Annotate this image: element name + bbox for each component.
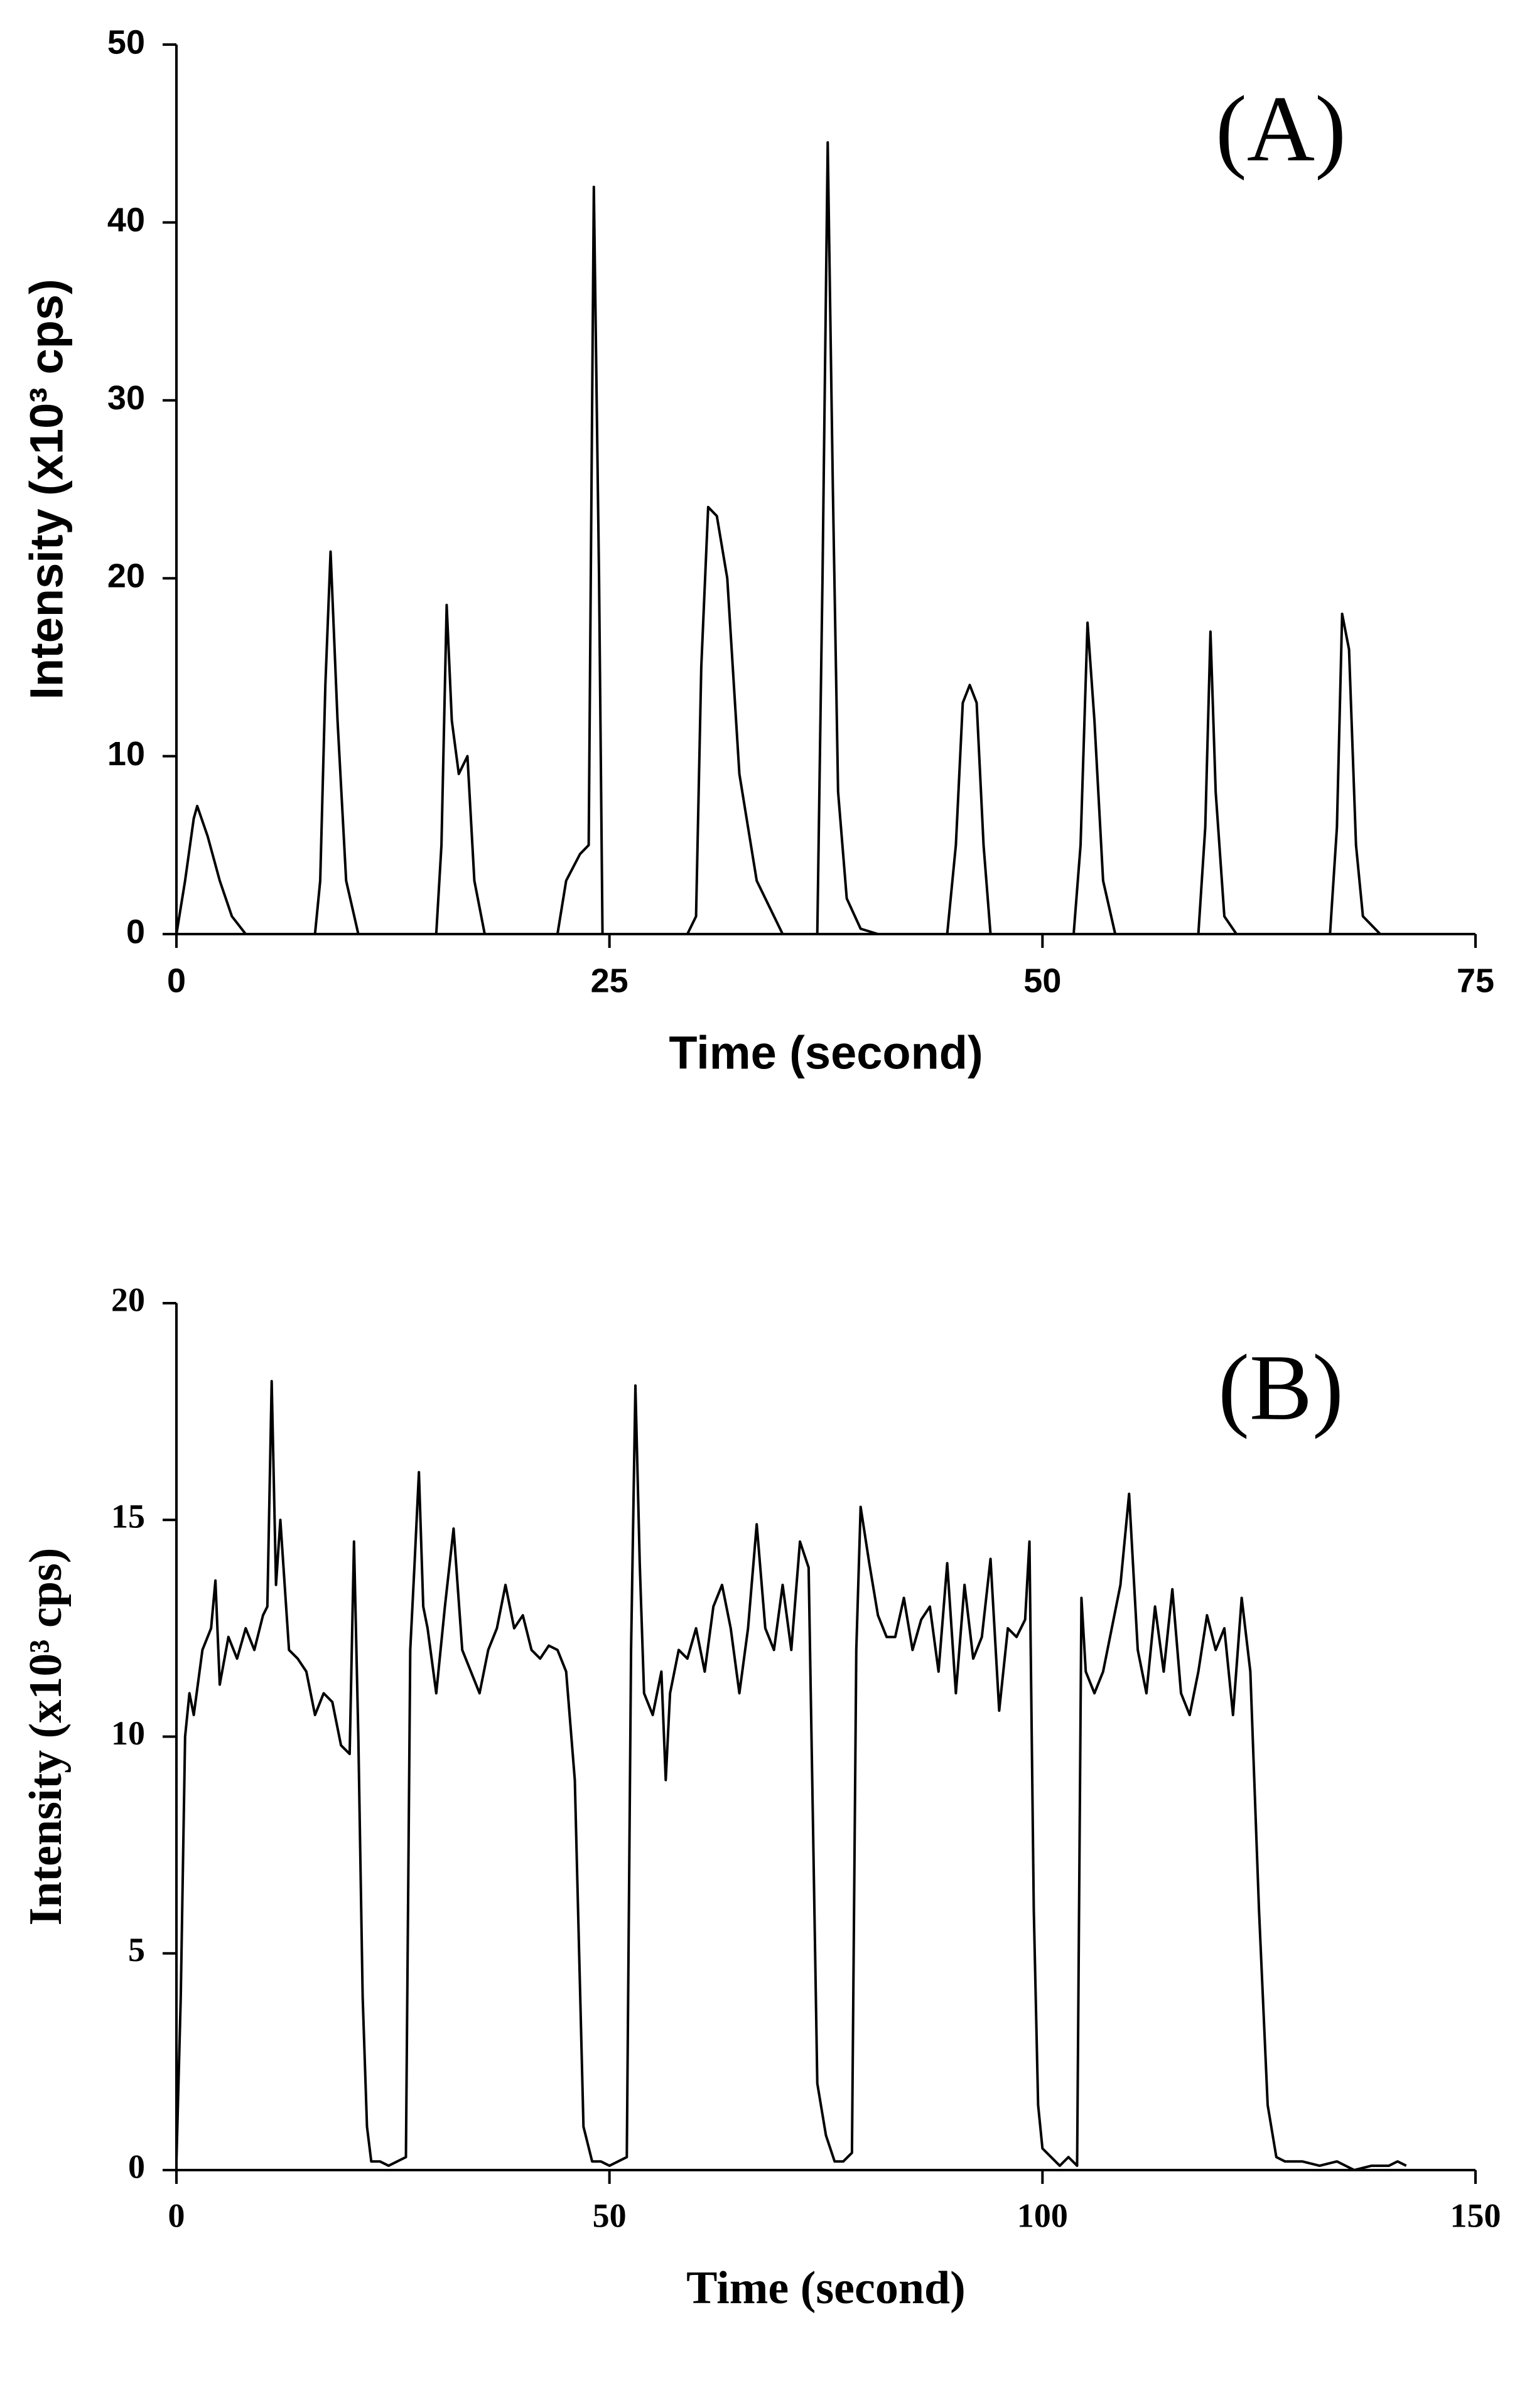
line-series: [175, 141, 1475, 935]
y-tick-label: 0: [128, 2147, 145, 2185]
y-tick-label: 20: [111, 1281, 145, 1318]
x-tick-label: 25: [591, 962, 628, 999]
y-axis-label: Intensity (x10³ cps): [20, 1548, 72, 1926]
chart: 0 5 10 15 20 0 50 100 150 Time (second) Intensity …: [20, 1281, 1501, 2314]
chart: 0 10 20 30 40 50 0 25 50 75 Time (second) Intensity…: [21, 23, 1494, 1078]
x-tick-label: 50: [593, 2196, 627, 2234]
annotation: (A): [1216, 77, 1346, 181]
y-axis-label: Intensity (x10³ cps): [21, 279, 73, 699]
y-tick-label: 40: [107, 202, 145, 239]
x-tick-label: 0: [168, 2196, 185, 2234]
x-tick-label: 0: [167, 962, 186, 999]
y-tick-label: 15: [111, 1498, 145, 1535]
x-tick-label: 150: [1450, 2196, 1501, 2234]
line-series: [175, 1380, 1407, 2171]
x-tick-label: 75: [1457, 962, 1494, 999]
annotation: (B): [1218, 1335, 1344, 1439]
y-tick-label: 0: [126, 913, 145, 950]
y-tick-label: 10: [111, 1714, 145, 1752]
x-axis-label: Time (second): [669, 1027, 983, 1079]
x-axis-label: Time (second): [686, 2262, 966, 2314]
y-tick-label: 30: [107, 379, 145, 417]
y-tick-label: 5: [128, 1931, 145, 1969]
x-tick-label: 50: [1023, 962, 1061, 999]
y-tick-label: 50: [107, 23, 145, 61]
y-tick-label: 20: [107, 557, 145, 594]
x-tick-label: 100: [1017, 2196, 1068, 2234]
y-tick-label: 10: [107, 735, 145, 773]
